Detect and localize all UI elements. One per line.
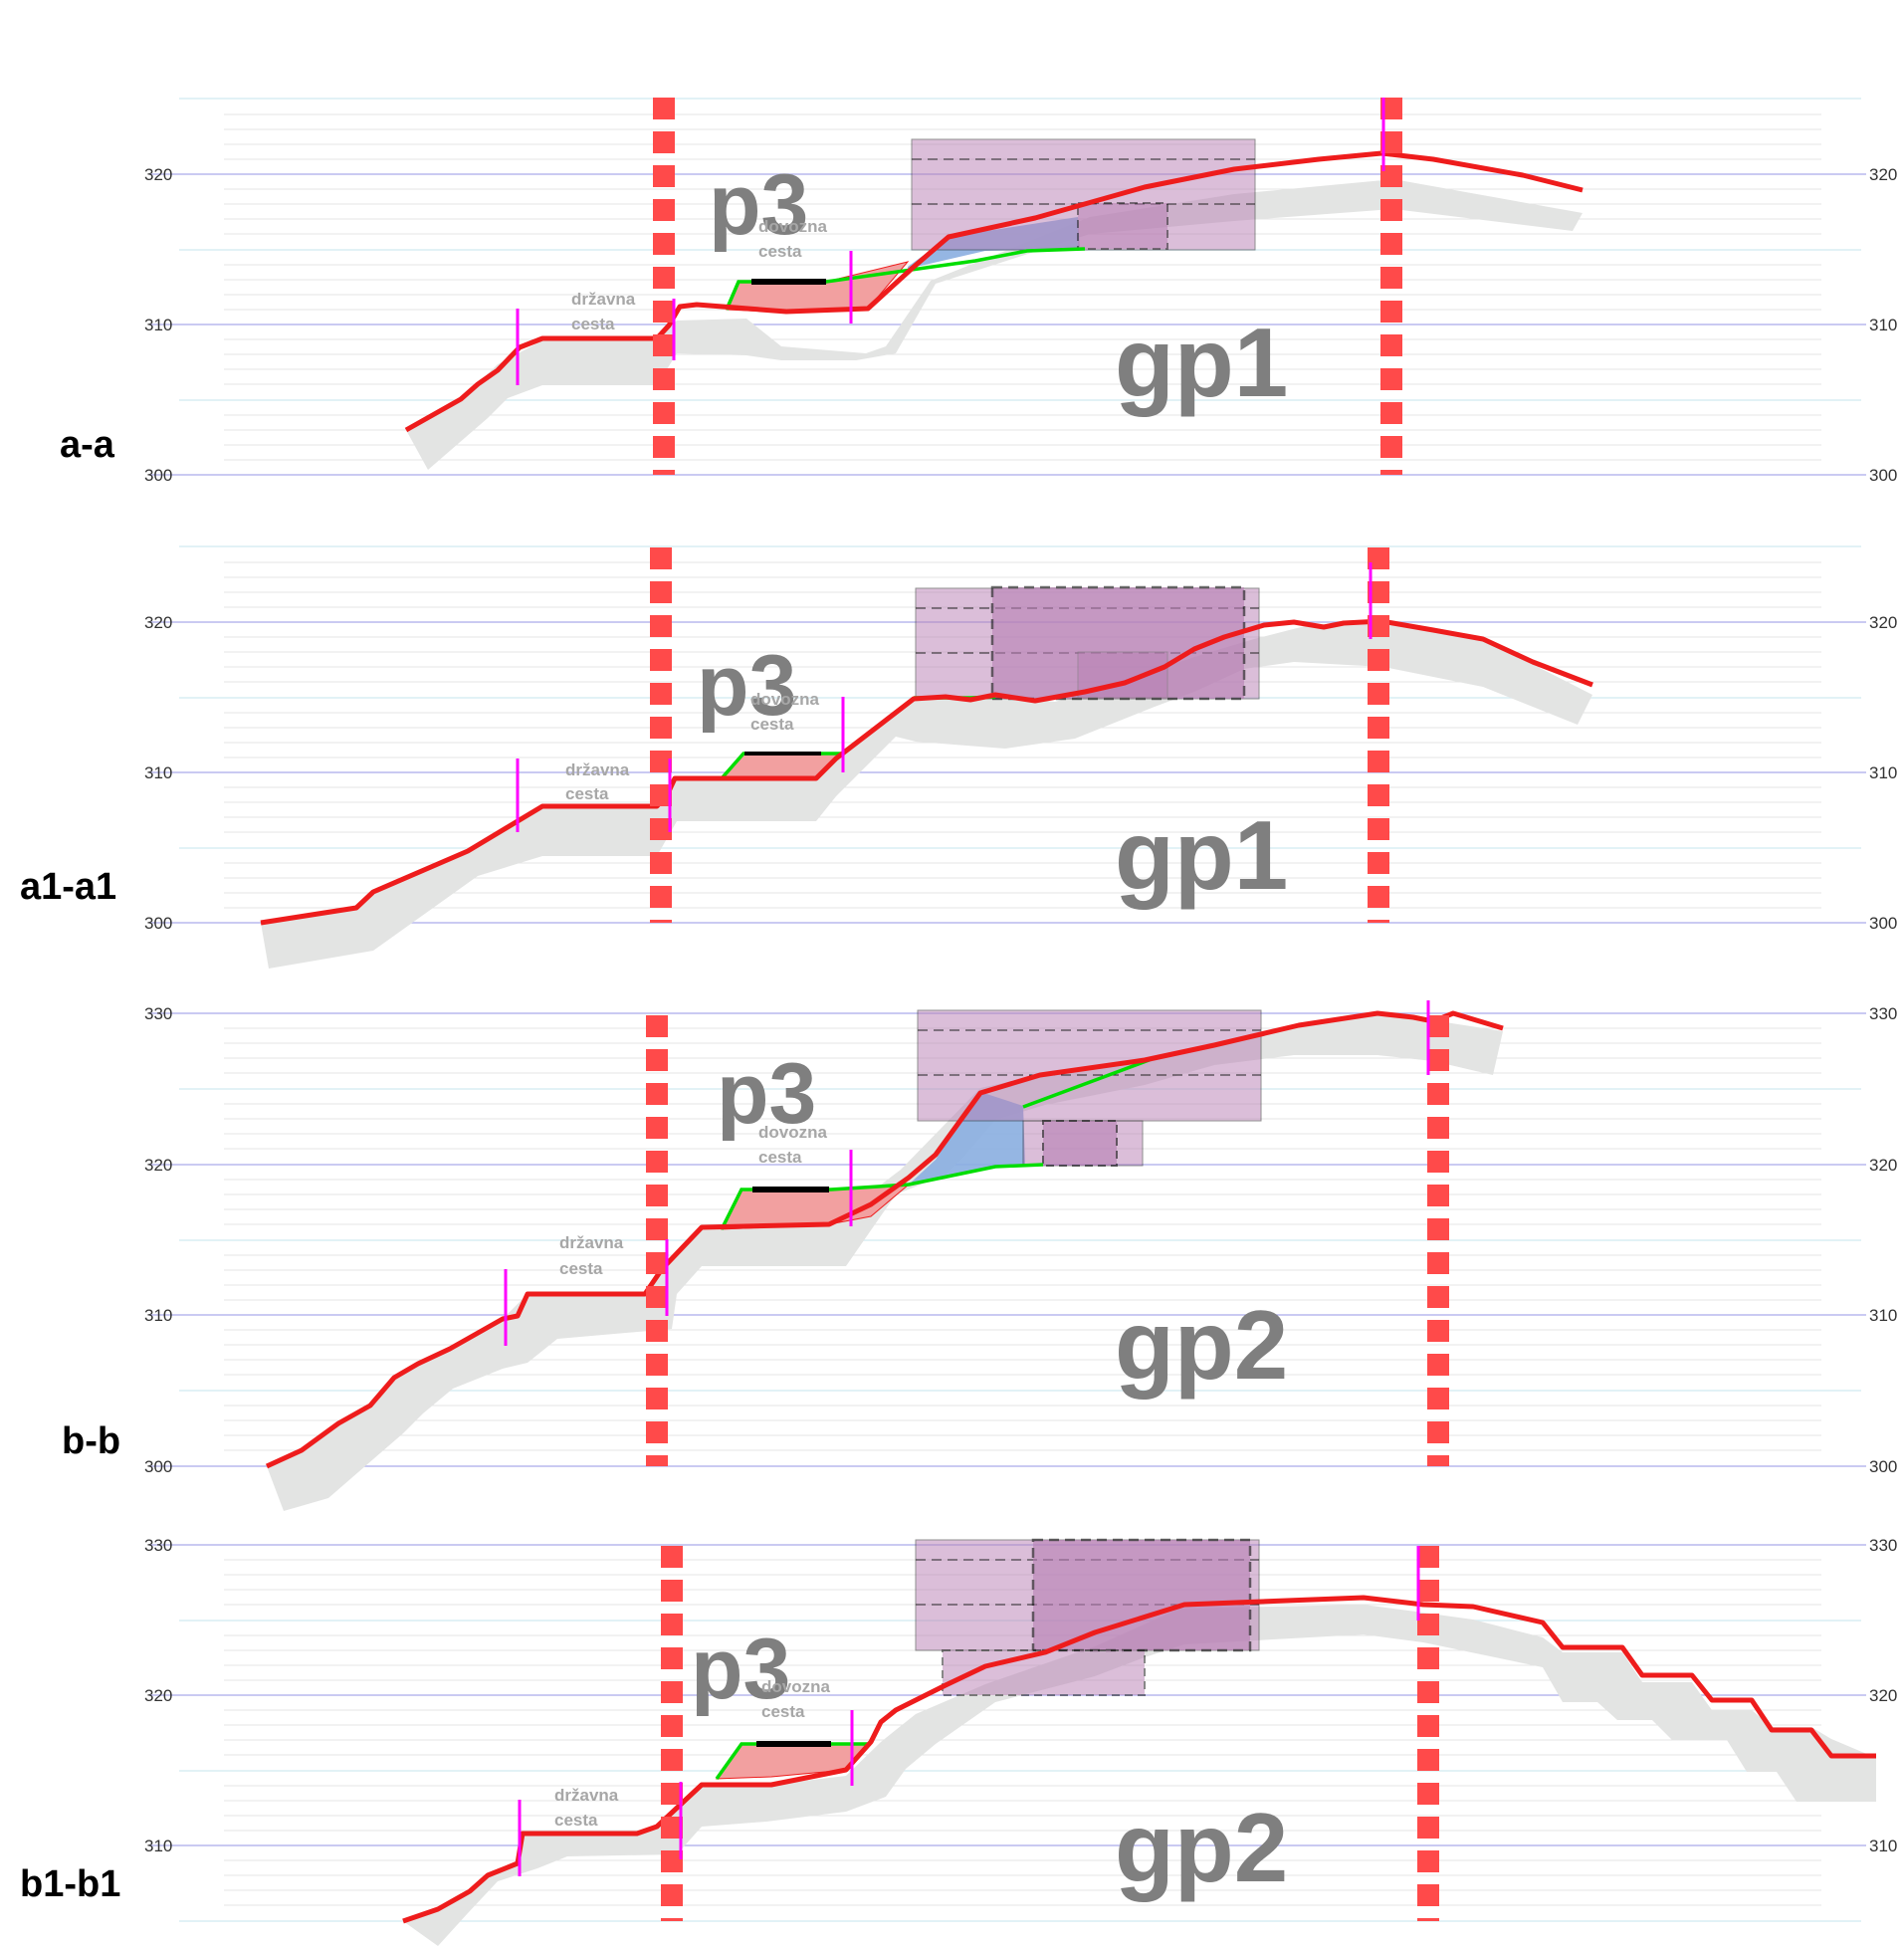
platform-line (1022, 1057, 1153, 1109)
property-boundaries (653, 98, 1402, 475)
zone-label: gp1 (1115, 800, 1288, 910)
section-name: b-b (62, 1420, 120, 1462)
section-markers (504, 1000, 1430, 1346)
elevation-labels-right: 330 320 310 300 (1869, 1004, 1897, 1476)
plot-label: p3 (709, 157, 808, 253)
cut-fill-area (726, 261, 910, 314)
access-road-label: cesta (758, 242, 802, 261)
road-label: cesta (559, 1259, 603, 1278)
section-markers (516, 98, 1385, 385)
platform-line (725, 247, 1086, 311)
terrain-shadow (406, 179, 1583, 470)
elevation-label: 300 (1869, 466, 1897, 485)
elevation-label: 320 (144, 165, 172, 184)
property-boundaries (661, 1546, 1439, 1921)
elevation-label: 320 (144, 1686, 172, 1705)
road-label: državna (571, 290, 636, 309)
elevation-label: 300 (144, 1457, 172, 1476)
road-label: cesta (571, 315, 615, 333)
elevation-labels-left: 320 310 300 (144, 165, 172, 485)
section-name: b1-b1 (20, 1863, 120, 1905)
elevation-label: 330 (1869, 1004, 1897, 1023)
building-volume (915, 1538, 1260, 1696)
elevation-label: 310 (144, 763, 172, 782)
access-road-label: dovozna (750, 690, 819, 709)
road-label: državna (559, 1233, 624, 1252)
access-road-label: cesta (758, 1148, 802, 1167)
road-label: cesta (554, 1811, 598, 1830)
terrain-shadow (267, 1013, 1503, 1511)
plot-label: p3 (697, 638, 796, 734)
elevation-label: 320 (1869, 1686, 1897, 1705)
elevation-label: 310 (144, 1306, 172, 1325)
road-label: cesta (565, 784, 609, 803)
elevation-label: 310 (1869, 1306, 1897, 1325)
zone-label: gp2 (1115, 1290, 1288, 1400)
plot-label: p3 (691, 1622, 790, 1717)
section-b-b: 330 320 310 300 330 320 310 300 (62, 1000, 1897, 1511)
elevation-label: 300 (144, 914, 172, 933)
elevation-grid (149, 98, 1866, 476)
elevation-label: 330 (144, 1004, 172, 1023)
elevation-labels-right: 320 310 300 (1869, 165, 1897, 485)
section-markers (518, 1546, 1420, 1876)
terrain-line (402, 1595, 1876, 1924)
platform-line (720, 1163, 1044, 1230)
terrain-line (260, 618, 1593, 926)
terrain-shadow (261, 621, 1592, 969)
plot-label: p3 (717, 1046, 816, 1142)
elevation-label: 310 (144, 1837, 172, 1855)
elevation-labels-right: 320 310 300 (1869, 613, 1897, 933)
elevation-label: 300 (144, 466, 172, 485)
elevation-label: 300 (1869, 1457, 1897, 1476)
section-b1-b1: 330 320 310 330 320 310 (20, 1536, 1897, 1946)
elevation-label: 320 (1869, 165, 1897, 184)
section-name: a-a (60, 424, 115, 466)
zone-label: gp2 (1115, 1793, 1288, 1902)
elevation-labels-left: 330 320 310 (144, 1536, 172, 1855)
elevation-label: 320 (1869, 1156, 1897, 1175)
access-road-label: cesta (750, 715, 794, 734)
elevation-label: 310 (1869, 1837, 1897, 1855)
elevation-labels-right: 330 320 310 (1869, 1536, 1897, 1855)
terrain-line (404, 150, 1584, 433)
elevation-label: 330 (144, 1536, 172, 1555)
section-name: a1-a1 (20, 866, 116, 908)
access-road-label: dovozna (761, 1677, 830, 1696)
elevation-labels-left: 320 310 300 (144, 613, 172, 933)
terrain-line (265, 1010, 1504, 1469)
elevation-label: 310 (1869, 763, 1897, 782)
elevation-label: 300 (1869, 914, 1897, 933)
section-a-a: 320 310 300 320 310 300 (60, 98, 1897, 485)
road-label: državna (554, 1786, 619, 1805)
section-a1-a1: 320 310 300 320 310 300 (20, 545, 1897, 969)
road-label: državna (565, 760, 630, 779)
elevation-label: 330 (1869, 1536, 1897, 1555)
access-road-label: dovozna (758, 217, 827, 236)
access-road-label: dovozna (758, 1123, 827, 1142)
property-boundaries (650, 547, 1389, 923)
zone-label: gp1 (1115, 308, 1288, 417)
elevation-labels-left: 330 320 310 300 (144, 1004, 172, 1476)
elevation-label: 320 (144, 613, 172, 632)
elevation-label: 320 (144, 1156, 172, 1175)
elevation-label: 310 (144, 316, 172, 334)
section-markers (516, 562, 1373, 832)
property-boundaries (646, 1015, 1449, 1466)
elevation-label: 320 (1869, 613, 1897, 632)
building-volume (915, 585, 1260, 701)
elevation-label: 310 (1869, 316, 1897, 334)
access-road-label: cesta (761, 1702, 805, 1721)
